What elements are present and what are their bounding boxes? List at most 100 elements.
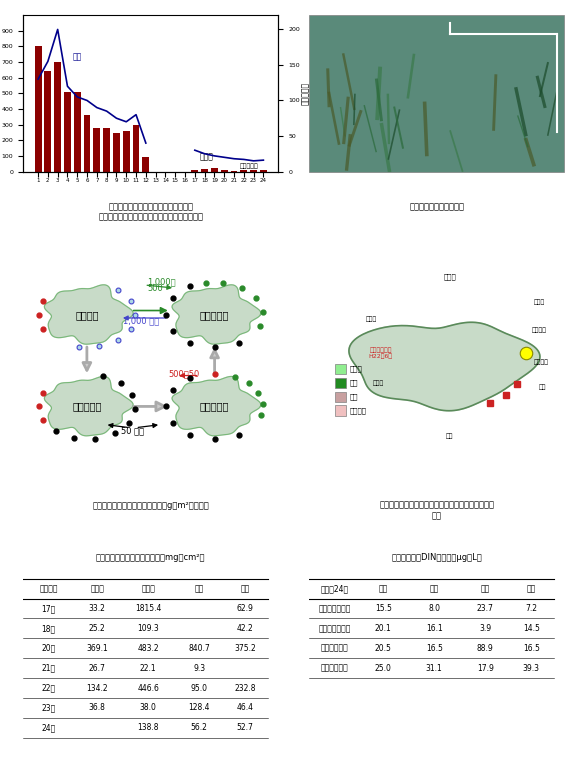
Text: 36.8: 36.8	[89, 703, 105, 712]
Bar	[142, 158, 149, 171]
Text: 16.5: 16.5	[523, 644, 540, 653]
Text: 38.0: 38.0	[140, 703, 157, 712]
Text: 483.2: 483.2	[137, 644, 159, 653]
Text: オオハシ: オオハシ	[534, 359, 549, 365]
Text: 潜り確認場所
H22年6月: 潜り確認場所 H22年6月	[369, 347, 393, 359]
Bar	[211, 168, 218, 171]
Bar	[335, 406, 346, 416]
Text: 20.5: 20.5	[375, 644, 392, 653]
Text: 23年: 23年	[41, 703, 56, 712]
Text: 伊ヶ谷: 伊ヶ谷	[365, 317, 377, 322]
Bar	[335, 391, 346, 402]
Text: 湯の浜: 湯の浜	[141, 584, 155, 593]
Bar	[74, 92, 81, 171]
Polygon shape	[44, 285, 133, 344]
Text: 15.5: 15.5	[375, 604, 392, 613]
Text: 16.5: 16.5	[426, 644, 443, 653]
Text: 平成１年: 平成１年	[75, 310, 98, 320]
Text: 藻場: 藻場	[350, 393, 358, 400]
Bar	[44, 72, 51, 171]
Text: 鏽ヶ浜: 鏽ヶ浜	[373, 380, 384, 386]
Text: 図４　噴火直後の被害状況と平成２２年の潜り確認
場所: 図４ 噴火直後の被害状況と平成２２年の潜り確認 場所	[379, 501, 494, 521]
Text: 369.1: 369.1	[86, 644, 108, 653]
Polygon shape	[44, 377, 133, 436]
Bar	[335, 364, 346, 374]
Text: 坪田: 坪田	[446, 434, 453, 439]
Text: 20年: 20年	[41, 644, 56, 653]
Text: 50 未満: 50 未満	[122, 426, 145, 435]
Text: 図２　マクサの着生状況: 図２ マクサの着生状況	[410, 202, 464, 211]
Text: 17年: 17年	[41, 604, 56, 613]
Bar	[64, 92, 71, 171]
Text: 1815.4: 1815.4	[135, 604, 161, 613]
Text: 三港: 三港	[539, 385, 547, 390]
Text: 釜の尻: 釜の尻	[534, 300, 545, 305]
Text: 年＼地点: 年＼地点	[39, 584, 58, 593]
Bar	[54, 62, 61, 171]
Text: 17.9: 17.9	[477, 664, 494, 673]
Bar	[335, 377, 346, 388]
Text: 湯の浜: 湯の浜	[443, 273, 456, 280]
Text: 16.1: 16.1	[426, 624, 442, 633]
Text: 磯くずれ: 磯くずれ	[350, 407, 367, 414]
Text: 表２　栄養塩DINの推移（μg／L）: 表２ 栄養塩DINの推移（μg／L）	[392, 552, 482, 562]
Text: 金額: 金額	[73, 52, 82, 61]
Text: ４月: ４月	[430, 584, 439, 593]
Text: 500〜50: 500〜50	[169, 369, 200, 378]
Text: 9.3: 9.3	[193, 664, 205, 673]
Text: 地点＼24年: 地点＼24年	[321, 584, 348, 593]
Bar	[132, 125, 139, 171]
Text: ２月: ２月	[378, 584, 388, 593]
Text: 湯ノ浜（北）: 湯ノ浜（北）	[321, 664, 348, 673]
Text: 95.0: 95.0	[191, 683, 208, 693]
Text: 42.2: 42.2	[237, 624, 253, 633]
Text: 39.3: 39.3	[523, 664, 540, 673]
Bar	[113, 133, 120, 171]
Bar	[221, 170, 228, 171]
Text: ６月: ６月	[481, 584, 490, 593]
Text: 14.5: 14.5	[523, 624, 540, 633]
Text: 漁獲量: 漁獲量	[200, 152, 214, 161]
Text: 22年: 22年	[41, 683, 56, 693]
Text: 25.2: 25.2	[89, 624, 105, 633]
Text: 21年: 21年	[41, 664, 56, 673]
Text: 62.9: 62.9	[237, 604, 253, 613]
Text: 109.3: 109.3	[137, 624, 159, 633]
Bar	[84, 115, 90, 171]
Bar	[250, 170, 257, 171]
Text: 128.4: 128.4	[188, 703, 210, 712]
Text: 被害少: 被害少	[350, 366, 363, 372]
Polygon shape	[172, 285, 261, 344]
FancyBboxPatch shape	[309, 15, 564, 171]
Bar	[201, 169, 208, 171]
Bar	[240, 170, 247, 171]
Text: 24年: 24年	[41, 724, 56, 732]
Text: 840.7: 840.7	[188, 644, 210, 653]
Bar	[35, 46, 41, 171]
Text: 20.1: 20.1	[375, 624, 392, 633]
Text: 表１　海底堆積粒子量の推移（mg／cm²）: 表１ 海底堆積粒子量の推移（mg／cm²）	[96, 552, 206, 562]
Bar	[123, 131, 130, 171]
Bar	[230, 170, 237, 171]
Text: 33.2: 33.2	[89, 604, 105, 613]
Text: 23.7: 23.7	[477, 604, 494, 613]
Text: 三池: 三池	[241, 584, 250, 593]
Text: 1,000 以上: 1,000 以上	[123, 317, 159, 326]
Text: 446.6: 446.6	[137, 683, 159, 693]
Text: 7.2: 7.2	[525, 604, 537, 613]
Text: 56.2: 56.2	[191, 724, 208, 732]
Text: 坪田（南東）: 坪田（南東）	[321, 644, 348, 653]
Text: 88.9: 88.9	[477, 644, 494, 653]
Text: 遠いの浜: 遠いの浜	[531, 327, 546, 333]
Bar	[191, 170, 198, 171]
Text: 375.2: 375.2	[234, 644, 256, 653]
Text: 3.9: 3.9	[479, 624, 491, 633]
Text: 図３　マクサ調査地点と着生量（g／m²）の変遷: 図３ マクサ調査地点と着生量（g／m²）の変遷	[92, 501, 209, 510]
Text: 22.1: 22.1	[140, 664, 157, 673]
Text: 藻場: 藻場	[350, 380, 358, 387]
Text: 138.8: 138.8	[138, 724, 159, 732]
Bar	[260, 170, 267, 171]
Polygon shape	[349, 323, 540, 411]
Text: 平成２４年: 平成２４年	[200, 310, 229, 320]
Text: 伊ヶ谷: 伊ヶ谷	[90, 584, 104, 593]
